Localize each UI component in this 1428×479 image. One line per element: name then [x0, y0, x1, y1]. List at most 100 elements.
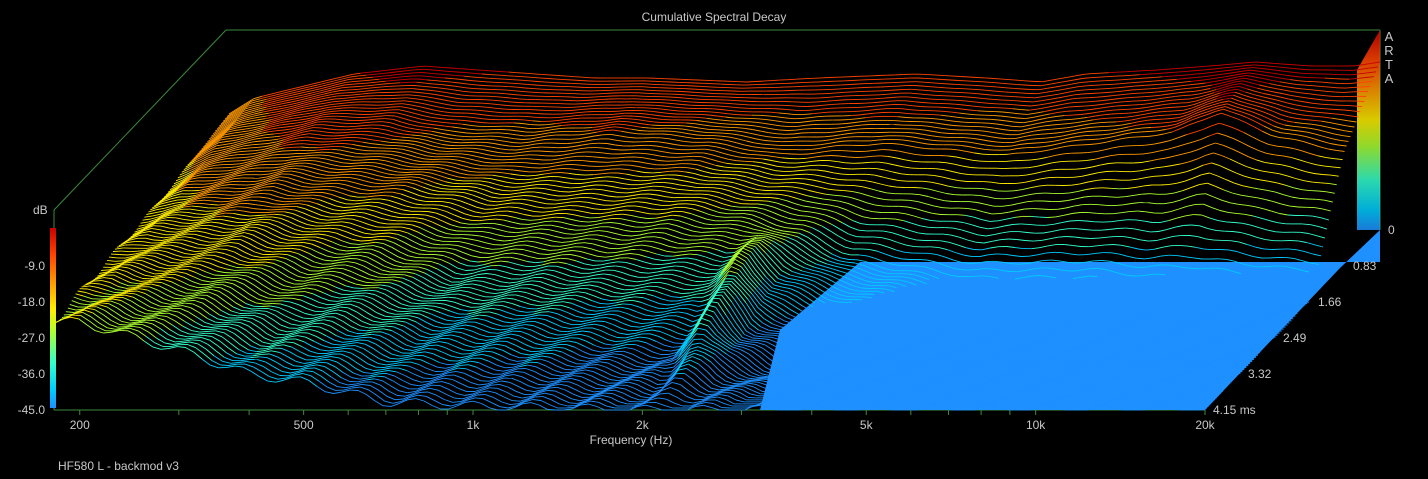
decay-slice-segment	[1041, 98, 1050, 102]
decay-slice-segment	[1248, 72, 1258, 75]
decay-slice-segment	[907, 237, 917, 241]
decay-slice-segment	[1000, 269, 1010, 272]
decay-slice-segment	[578, 151, 587, 153]
decay-slice-segment	[486, 81, 495, 83]
decay-slice-segment	[495, 139, 505, 142]
decay-slice-segment	[329, 83, 339, 87]
decay-slice-segment	[817, 100, 826, 103]
decay-slice-segment	[278, 106, 288, 110]
decay-slice-segment	[237, 115, 247, 120]
decay-slice-segment	[714, 183, 723, 186]
decay-slice-segment	[795, 223, 804, 226]
decay-slice-segment	[410, 104, 420, 108]
decay-slice-segment	[1279, 173, 1288, 177]
decay-slice-segment	[1367, 71, 1377, 74]
decay-slice-segment	[932, 114, 942, 116]
decay-slice-segment	[1324, 77, 1334, 80]
decay-slice-segment	[589, 197, 598, 200]
decay-slice-segment	[1323, 99, 1332, 102]
decay-slice-segment	[500, 100, 510, 103]
decay-slice-segment	[271, 124, 280, 128]
decay-slice-segment	[268, 149, 277, 153]
decay-slice-segment	[297, 108, 307, 112]
decay-slice-segment	[1171, 102, 1180, 105]
decay-slice-segment	[427, 108, 436, 111]
decay-slice-segment	[314, 105, 323, 108]
decay-slice-segment	[1241, 97, 1250, 102]
decay-slice-segment	[269, 91, 279, 95]
decay-slice-segment	[603, 184, 613, 187]
decay-slice-segment	[1132, 131, 1142, 134]
decay-slice-segment	[808, 190, 818, 193]
decay-slice-segment	[1280, 113, 1289, 118]
decay-slice-segment	[1052, 139, 1061, 142]
decay-slice-segment	[311, 81, 320, 85]
decay-slice-segment	[877, 250, 886, 255]
decay-slice-segment	[1345, 104, 1355, 107]
decay-slice-segment	[1248, 156, 1257, 161]
decay-slice-segment	[1166, 226, 1176, 231]
decay-slice-segment	[287, 104, 296, 108]
decay-slice-segment	[1014, 121, 1024, 124]
decay-slice-segment	[393, 162, 403, 166]
decay-slice-segment	[527, 187, 537, 190]
decay-slice-segment	[274, 150, 283, 153]
decay-slice-segment	[1240, 72, 1249, 75]
decay-slice-segment	[419, 135, 429, 138]
decay-slice-segment	[1253, 126, 1263, 132]
decay-slice-segment	[1082, 267, 1092, 271]
decay-slice-segment	[1207, 77, 1216, 80]
decay-slice-segment	[1190, 116, 1199, 121]
decay-slice-segment	[987, 89, 996, 92]
decay-slice-segment	[292, 126, 301, 130]
decay-slice-segment	[295, 111, 305, 114]
decay-slice-segment	[327, 131, 336, 134]
decay-slice-segment	[375, 179, 385, 182]
decay-slice-segment	[1066, 140, 1076, 143]
decay-slice-segment	[559, 127, 568, 130]
decay-slice-segment	[1221, 112, 1230, 117]
decay-slice-segment	[398, 109, 408, 112]
decay-slice-segment	[1209, 74, 1218, 77]
decay-slice-segment	[1119, 253, 1129, 257]
decay-slice-segment	[873, 149, 883, 151]
decay-slice-segment	[681, 91, 690, 93]
decay-slice-segment	[433, 113, 442, 116]
decay-slice-segment	[1140, 274, 1149, 277]
decay-slice-segment	[313, 87, 322, 91]
decay-slice-segment	[520, 141, 529, 144]
decay-slice-segment	[1285, 146, 1294, 149]
decay-slice-segment	[881, 100, 890, 103]
decay-slice-segment	[1195, 246, 1204, 250]
decay-slice-segment	[1125, 70, 1134, 73]
decay-slice-segment	[1282, 274, 1291, 278]
decay-slice-segment	[347, 101, 356, 104]
decay-slice-segment	[757, 170, 766, 174]
decay-slice-segment	[707, 162, 717, 166]
decay-slice-segment	[285, 158, 294, 162]
decay-slice-segment	[1199, 225, 1209, 230]
decay-slice-segment	[1183, 116, 1193, 122]
decay-slice-segment	[1129, 78, 1138, 80]
decay-slice-segment	[1275, 88, 1285, 91]
decay-slice-segment	[733, 103, 742, 105]
decay-slice-segment	[338, 153, 347, 156]
decay-slice-segment	[802, 165, 811, 167]
decay-slice-segment	[558, 176, 567, 179]
decay-slice-segment	[280, 104, 290, 107]
decay-slice-segment	[417, 138, 427, 141]
decay-slice-segment	[394, 176, 403, 179]
decay-slice-segment	[965, 117, 974, 120]
decay-slice-segment	[734, 178, 744, 182]
decay-slice-segment	[1225, 106, 1234, 110]
decay-slice-segment	[1149, 158, 1158, 162]
decay-slice-segment	[1321, 120, 1330, 124]
decay-slice-segment	[927, 74, 937, 76]
decay-slice-segment	[1074, 93, 1083, 96]
decay-slice-segment	[330, 151, 339, 155]
decay-slice-segment	[372, 139, 382, 142]
decay-slice-segment	[913, 85, 922, 87]
decay-slice-segment	[846, 136, 856, 138]
decay-slice-segment	[348, 165, 358, 167]
decay-slice-segment	[1191, 224, 1200, 227]
